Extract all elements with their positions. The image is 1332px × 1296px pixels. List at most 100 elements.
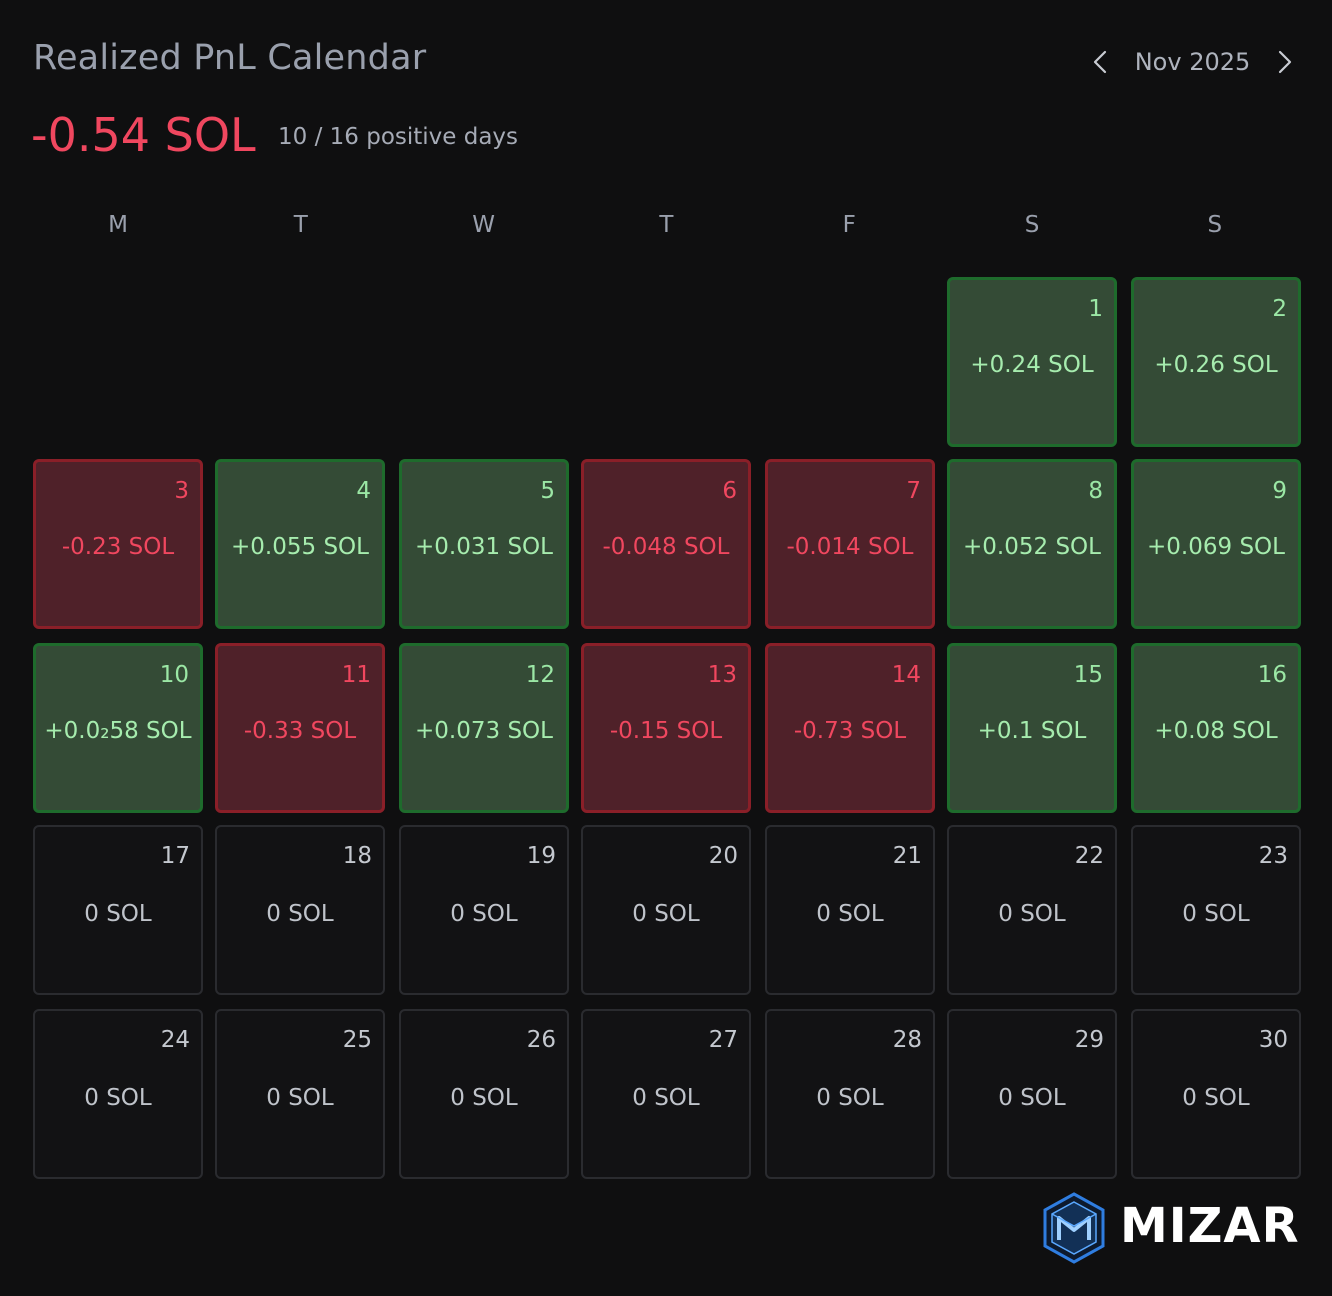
weekday-sun: S (1207, 212, 1223, 238)
day-cell[interactable]: 28 0 SOL (765, 1009, 935, 1179)
day-number: 3 (174, 478, 189, 504)
next-month-button[interactable] (1267, 42, 1303, 82)
day-pnl-value: -0.73 SOL (793, 718, 907, 744)
day-pnl-value: +0.26 SOL (1154, 352, 1278, 378)
day-cell[interactable]: 4 +0.055 SOL (215, 459, 385, 629)
day-pnl-value: 0 SOL (450, 901, 518, 927)
page-title: Realized PnL Calendar (33, 38, 427, 78)
day-cell[interactable]: 19 0 SOL (399, 825, 569, 995)
day-number: 16 (1257, 662, 1287, 688)
day-cell[interactable]: 7 -0.014 SOL (765, 459, 935, 629)
day-pnl-value: 0 SOL (632, 901, 700, 927)
day-pnl-value: +0.073 SOL (415, 718, 553, 744)
day-number: 28 (892, 1027, 922, 1053)
day-pnl-value: 0 SOL (84, 901, 152, 927)
day-cell[interactable]: 29 0 SOL (947, 1009, 1117, 1179)
day-cell[interactable]: 17 0 SOL (33, 825, 203, 995)
day-cell[interactable]: 30 0 SOL (1131, 1009, 1301, 1179)
day-number: 22 (1074, 843, 1104, 869)
day-pnl-value: -0.15 SOL (609, 718, 723, 744)
brand: MIZAR (1042, 1192, 1304, 1264)
month-navigation: Nov 2025 (1080, 42, 1305, 82)
day-pnl-value: 0 SOL (998, 901, 1066, 927)
positive-days-summary: 10 / 16 positive days (278, 124, 519, 150)
day-number: 21 (892, 843, 922, 869)
day-cell[interactable]: 5 +0.031 SOL (399, 459, 569, 629)
day-cell[interactable]: 26 0 SOL (399, 1009, 569, 1179)
day-pnl-value: +0.069 SOL (1147, 534, 1285, 560)
day-number: 2 (1272, 296, 1287, 322)
day-number: 18 (342, 843, 372, 869)
day-pnl-value: 0 SOL (450, 1085, 518, 1111)
month-label: Nov 2025 (1134, 48, 1251, 76)
day-pnl-value: -0.048 SOL (602, 534, 730, 560)
day-number: 12 (525, 662, 555, 688)
day-pnl-value: +0.052 SOL (963, 534, 1101, 560)
day-number: 5 (540, 478, 555, 504)
day-pnl-value: 0 SOL (266, 1085, 334, 1111)
weekday-header: M T W T F S S (33, 212, 1300, 242)
day-pnl-value: 0 SOL (816, 901, 884, 927)
day-pnl-value: -0.33 SOL (243, 718, 357, 744)
day-cell[interactable]: 8 +0.052 SOL (947, 459, 1117, 629)
day-pnl-value: 0 SOL (266, 901, 334, 927)
day-cell[interactable]: 9 +0.069 SOL (1131, 459, 1301, 629)
day-cell[interactable]: 14 -0.73 SOL (765, 643, 935, 813)
day-number: 6 (722, 478, 737, 504)
prev-month-button[interactable] (1082, 42, 1118, 82)
day-number: 10 (159, 662, 189, 688)
day-cell[interactable]: 12 +0.073 SOL (399, 643, 569, 813)
day-number: 30 (1258, 1027, 1288, 1053)
day-pnl-value: +0.08 SOL (1154, 718, 1278, 744)
day-cell[interactable]: 11 -0.33 SOL (215, 643, 385, 813)
day-cell[interactable]: 2 +0.26 SOL (1131, 277, 1301, 447)
weekday-fri: F (842, 212, 856, 238)
day-pnl-value: 0 SOL (816, 1085, 884, 1111)
day-cell[interactable]: 23 0 SOL (1131, 825, 1301, 995)
chevron-left-icon (1093, 50, 1107, 74)
day-pnl-value: -0.23 SOL (61, 534, 175, 560)
day-number: 25 (342, 1027, 372, 1053)
day-pnl-value: +0.031 SOL (415, 534, 553, 560)
day-cell[interactable]: 22 0 SOL (947, 825, 1117, 995)
day-number: 11 (341, 662, 371, 688)
day-number: 24 (160, 1027, 190, 1053)
day-cell[interactable]: 6 -0.048 SOL (581, 459, 751, 629)
total-pnl: -0.54 SOL (31, 108, 256, 162)
weekday-tue: T (293, 212, 308, 238)
day-number: 1 (1088, 296, 1103, 322)
day-pnl-value: -0.014 SOL (786, 534, 914, 560)
day-cell[interactable]: 18 0 SOL (215, 825, 385, 995)
day-cell[interactable]: 25 0 SOL (215, 1009, 385, 1179)
day-pnl-value: 0 SOL (84, 1085, 152, 1111)
day-number: 14 (891, 662, 921, 688)
day-number: 20 (708, 843, 738, 869)
day-cell[interactable]: 3 -0.23 SOL (33, 459, 203, 629)
day-number: 13 (707, 662, 737, 688)
weekday-mon: M (108, 212, 128, 238)
day-cell[interactable]: 20 0 SOL (581, 825, 751, 995)
day-pnl-value: 0 SOL (632, 1085, 700, 1111)
day-pnl-value: +0.0₂58 SOL (44, 718, 192, 744)
day-number: 23 (1258, 843, 1288, 869)
brand-name: MIZAR (1120, 1198, 1300, 1254)
day-cell[interactable]: 1 +0.24 SOL (947, 277, 1117, 447)
day-number: 4 (356, 478, 371, 504)
weekday-wed: W (472, 212, 495, 238)
day-pnl-value: +0.055 SOL (231, 534, 369, 560)
chevron-right-icon (1278, 50, 1292, 74)
day-number: 27 (708, 1027, 738, 1053)
day-cell[interactable]: 21 0 SOL (765, 825, 935, 995)
day-cell[interactable]: 16 +0.08 SOL (1131, 643, 1301, 813)
day-number: 17 (160, 843, 190, 869)
day-pnl-value: +0.24 SOL (970, 352, 1094, 378)
day-pnl-value: 0 SOL (1182, 901, 1250, 927)
day-cell[interactable]: 24 0 SOL (33, 1009, 203, 1179)
day-cell[interactable]: 27 0 SOL (581, 1009, 751, 1179)
day-cell[interactable]: 10 +0.0₂58 SOL (33, 643, 203, 813)
day-cell[interactable]: 15 +0.1 SOL (947, 643, 1117, 813)
day-cell[interactable]: 13 -0.15 SOL (581, 643, 751, 813)
day-number: 9 (1272, 478, 1287, 504)
